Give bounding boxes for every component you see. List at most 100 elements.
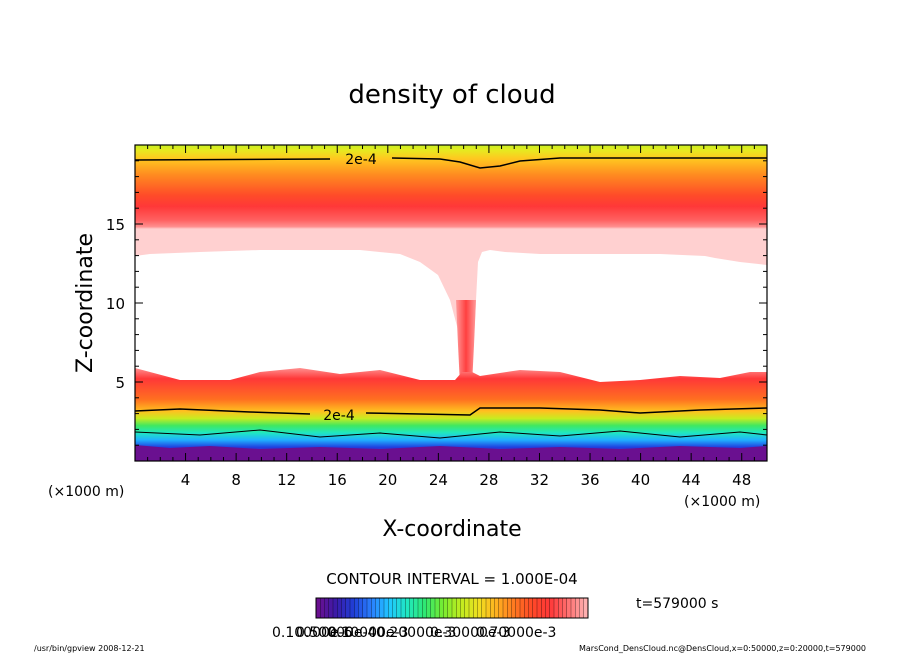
ground-layer	[135, 445, 767, 461]
colorbar-cell	[541, 597, 546, 619]
colorbar-cell	[507, 597, 512, 619]
colorbar-cell	[337, 597, 342, 619]
colorbar-cell	[315, 597, 321, 619]
x-tick-label: 40	[631, 471, 650, 489]
colorbar-cell	[345, 597, 351, 619]
colorbar-cell	[477, 597, 483, 619]
colorbar-cell	[451, 597, 457, 619]
contour-interval: CONTOUR INTERVAL = 1.000E-04	[326, 570, 577, 588]
y-axis-label: Z-coordinate	[73, 233, 98, 373]
colorbar-label: 0.50000e-4	[296, 625, 377, 641]
x-axis-label: X-coordinate	[382, 517, 521, 542]
colorbar-cell	[422, 597, 427, 619]
colorbar-cell	[498, 597, 504, 619]
colorbar-cell	[362, 597, 368, 619]
colorbar	[315, 597, 589, 619]
colorbar-cell	[396, 597, 402, 619]
x-tick-label: 12	[277, 471, 296, 489]
footer-right: MarsCond_DensCloud.nc@DensCloud,x=0:5000…	[579, 644, 866, 653]
colorbar-cell	[409, 597, 415, 619]
colorbar-cell	[324, 597, 330, 619]
colorbar-cell	[566, 597, 572, 619]
colorbar-cell	[383, 597, 389, 619]
colorbar-cell	[358, 597, 364, 619]
colorbar-cell	[570, 597, 576, 619]
colorbar-label: 0.10000e-6	[272, 625, 353, 641]
x-unit-right: (×1000 m)	[684, 494, 760, 510]
colorbar-cell	[468, 597, 474, 619]
colorbar-cell	[528, 597, 534, 619]
plot-area	[135, 145, 767, 461]
colorbar-cell	[375, 597, 381, 619]
chart-title: density of cloud	[348, 80, 555, 110]
cloud-column	[456, 300, 476, 385]
colorbar-label: 0.70000e-3	[476, 625, 556, 641]
colorbar-cell	[349, 597, 355, 619]
contour-label-upper: 2e-4	[345, 152, 377, 168]
colorbar-cell	[485, 597, 491, 619]
colorbar-cell	[515, 597, 521, 619]
colorbar-cell	[545, 597, 551, 619]
colorbar-cell	[392, 597, 398, 619]
colorbar-cell	[511, 597, 517, 619]
contour-label-lower: 2e-4	[323, 408, 355, 424]
x-tick-label: 4	[181, 471, 191, 489]
colorbar-cell	[460, 597, 466, 619]
x-tick-label: 16	[328, 471, 347, 489]
colorbar-cell	[524, 597, 529, 619]
upper-cloud-layer	[135, 145, 767, 372]
colorbar-cell	[481, 597, 487, 619]
colorbar-cell	[388, 597, 393, 619]
colorbar-label: 0.10000e-3	[328, 625, 408, 641]
colorbar-cell	[354, 597, 359, 619]
colorbar-cell	[341, 597, 347, 619]
time-label: t=579000 s	[636, 596, 718, 612]
colorbar-cell	[417, 597, 423, 619]
x-tick-label: 48	[732, 471, 751, 489]
x-tick-label: 8	[231, 471, 241, 489]
colorbar-cell	[443, 597, 449, 619]
colorbar-cell	[413, 597, 419, 619]
y-tick-label: 10	[106, 295, 125, 313]
colorbar-cell	[456, 597, 461, 619]
colorbar-cell	[434, 597, 440, 619]
x-unit-left: (×1000 m)	[48, 484, 124, 500]
colorbar-cell	[579, 597, 585, 619]
x-tick-label: 20	[378, 471, 397, 489]
contour-line-lower	[135, 407, 767, 416]
contour-line-upper	[135, 157, 767, 169]
colorbar-cell	[439, 597, 444, 619]
x-axis-ticks: 4 8 12 16 20 24 28 32 36 40 44 48	[147, 145, 755, 489]
colorbar-label: 0.20000e-3	[376, 625, 456, 641]
colorbar-label: 0.30000e-3	[430, 625, 510, 641]
colorbar-cell	[558, 597, 563, 619]
colorbar-cell	[366, 597, 372, 619]
colorbar-cell	[549, 597, 555, 619]
x-tick-label: 32	[530, 471, 549, 489]
colorbar-cell	[553, 597, 559, 619]
colorbar-frame	[315, 597, 589, 619]
x-tick-label: 24	[429, 471, 448, 489]
colorbar-cell	[575, 597, 580, 619]
x-tick-label: 28	[479, 471, 498, 489]
colorbar-cell	[494, 597, 500, 619]
colorbar-cell	[426, 597, 432, 619]
colorbar-cell	[562, 597, 568, 619]
colorbar-cell	[430, 597, 436, 619]
colorbar-cell	[473, 597, 478, 619]
colorbar-labels: 0.10000e-60.50000e-40.10000e-30.20000e-3…	[272, 625, 556, 641]
x-tick-label: 36	[580, 471, 599, 489]
colorbar-cell	[379, 597, 385, 619]
y-tick-label: 15	[106, 216, 125, 234]
colorbar-cell	[332, 597, 338, 619]
colorbar-cell	[405, 597, 410, 619]
contour-line-ground	[135, 429, 767, 439]
y-tick-label: 5	[115, 374, 125, 392]
x-tick-label: 44	[682, 471, 701, 489]
colorbar-cell	[320, 597, 325, 619]
colorbar-cell	[536, 597, 542, 619]
colorbar-cell	[447, 597, 453, 619]
colorbar-cell	[519, 597, 525, 619]
